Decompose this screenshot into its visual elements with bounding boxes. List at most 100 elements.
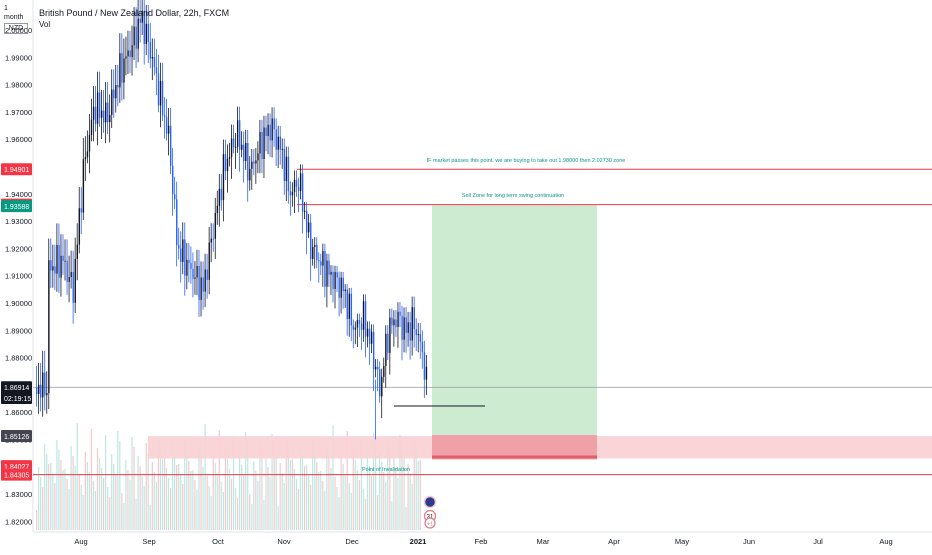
time-tick-label: Aug: [74, 537, 87, 546]
volume-bar: [279, 463, 281, 530]
volume-bar: [265, 457, 267, 530]
candle-body: [228, 157, 231, 159]
candle-body: [375, 366, 377, 370]
volume-label: Vol: [39, 20, 51, 29]
volume-bar: [316, 462, 318, 530]
candle-body: [50, 260, 52, 271]
candle-body: [58, 244, 60, 278]
volume-bar: [350, 493, 352, 530]
candle-body: [308, 222, 310, 233]
volume-bar: [303, 466, 306, 530]
volume-bar: [188, 461, 190, 530]
candle-body: [318, 260, 320, 262]
volume-bar: [52, 473, 54, 530]
candle-body: [234, 146, 237, 148]
volume-bar: [403, 455, 405, 530]
price-tick-label: 1.90000: [5, 299, 32, 308]
candle-body: [202, 277, 204, 292]
volume-bar: [127, 470, 129, 530]
price-tick-label: 1.91000: [5, 272, 32, 281]
candle-body: [68, 277, 70, 282]
price-badge-label: 02:19:15: [4, 396, 31, 403]
candle-body: [210, 238, 212, 243]
currency-selector[interactable]: 1 month NZD: [4, 4, 28, 34]
candle-body: [360, 323, 363, 330]
time-tick-label: Jun: [743, 537, 755, 546]
candle-body: [393, 319, 395, 326]
price-badge: [1, 430, 32, 443]
candle-body: [180, 248, 182, 262]
volume-bar: [80, 485, 82, 530]
volume-bar: [78, 475, 80, 530]
candle-body: [305, 210, 308, 233]
price-badge-label: 1.94901: [4, 167, 29, 174]
volume-bar: [74, 466, 76, 530]
volume-bar: [125, 460, 127, 530]
candle-body: [135, 26, 137, 49]
price-tick-label: 1.99000: [5, 53, 32, 62]
price-badge-label: 1.93588: [4, 204, 29, 211]
candle-body: [354, 327, 357, 330]
candle-body: [42, 372, 44, 398]
volume-bar: [299, 446, 302, 530]
volume-bar: [287, 450, 289, 530]
candle-body: [271, 118, 273, 141]
profit-target-zone[interactable]: [432, 204, 597, 459]
volume-bar: [90, 429, 93, 530]
flag-event-icon[interactable]: [423, 495, 437, 509]
price-tick-label: 1.83000: [5, 490, 32, 499]
volume-bar: [281, 473, 283, 530]
candle-body: [249, 168, 251, 181]
candle-body: [297, 186, 300, 191]
volume-bar: [117, 431, 119, 530]
candle-body: [385, 333, 387, 366]
candle-body: [190, 263, 192, 270]
volume-bar: [133, 447, 135, 530]
volume-bar: [135, 499, 137, 530]
volume-bar: [257, 481, 259, 530]
candle-body: [352, 325, 355, 330]
price-tick-label: 1.92000: [5, 244, 32, 253]
candle-body: [303, 210, 306, 212]
price-badge-label: 1.84305: [4, 473, 29, 480]
candle-body: [299, 173, 302, 191]
event-extra-badge[interactable]: [424, 517, 436, 529]
candle-body: [92, 106, 95, 120]
volume-bar: [100, 468, 103, 530]
volume-bar: [263, 500, 265, 530]
candle-body: [379, 369, 381, 397]
candle-body: [261, 131, 263, 160]
volume-bar: [255, 471, 257, 530]
candle-body: [405, 317, 407, 333]
candle-body: [145, 23, 148, 44]
entry-line[interactable]: [432, 455, 597, 459]
currency-label: NZD: [4, 23, 28, 34]
volume-bar: [46, 454, 48, 530]
candle-body: [267, 124, 269, 136]
candle-body: [403, 317, 405, 340]
candle-body: [372, 331, 375, 370]
volume-bar: [96, 448, 99, 530]
candle-body: [46, 392, 48, 396]
volume-bar: [251, 504, 253, 530]
candle-body: [346, 289, 348, 319]
volume-bar: [204, 424, 206, 530]
volume-bar: [139, 466, 141, 530]
volume-bar: [375, 443, 377, 530]
time-tick-label: 2021: [410, 537, 427, 546]
candle-body: [123, 58, 125, 83]
volume-bar: [314, 452, 316, 530]
volume-bar: [269, 477, 271, 530]
candle-body: [411, 307, 413, 341]
candle-body: [281, 148, 284, 150]
stop-loss-zone[interactable]: [432, 435, 597, 460]
candle-body: [324, 250, 326, 287]
volume-bar: [247, 442, 249, 530]
time-tick-label: Nov: [277, 537, 291, 546]
candle-body: [241, 144, 243, 150]
volume-bar: [151, 462, 153, 530]
volume-bar: [368, 466, 371, 530]
volume-bar: [413, 441, 415, 530]
